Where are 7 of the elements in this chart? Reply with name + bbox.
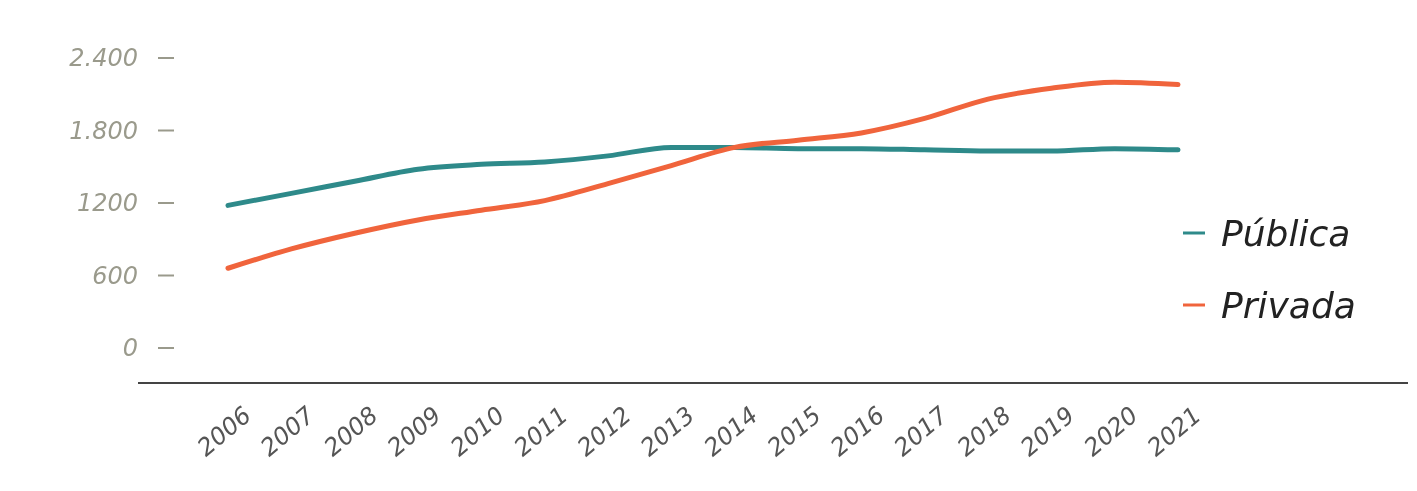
y-tick-label: 2.400 — [69, 44, 138, 73]
legend-label: Pública — [1221, 212, 1351, 254]
legend-label: Privada — [1221, 284, 1356, 326]
y-tick-label: 1200 — [76, 189, 138, 218]
y-tick-label: 0 — [122, 334, 138, 363]
y-tick-label: 600 — [92, 261, 138, 290]
y-tick-label: 1.800 — [69, 116, 138, 145]
